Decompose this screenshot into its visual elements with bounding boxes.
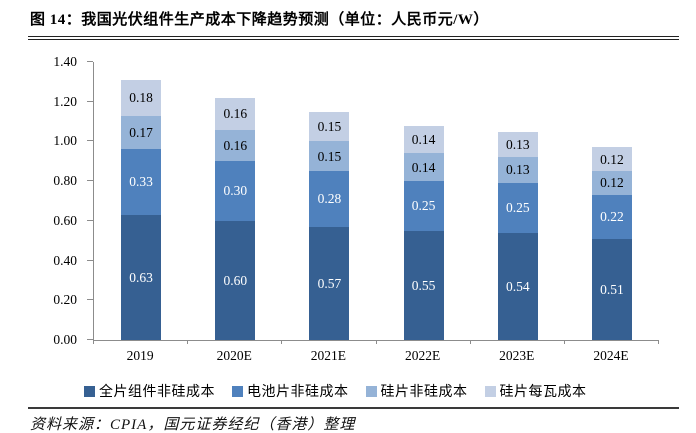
bar-segment: 0.17: [121, 115, 162, 150]
x-axis-labels: 2019 2020E 2021E 2022E 2023E 2024E: [93, 348, 658, 364]
x-axis-tick: [658, 340, 659, 344]
stacked-bar: 0.54 0.25 0.13 0.13: [497, 131, 538, 340]
stacked-bar: 0.51 0.22 0.12 0.12: [591, 147, 632, 340]
y-axis-tick-label: 0.60: [53, 212, 77, 228]
bar-segment: 0.14: [403, 153, 444, 182]
x-axis-category-label: 2024E: [593, 348, 629, 363]
y-axis-tick: [87, 100, 93, 102]
figure-title: 图 14：我国光伏组件生产成本下降趋势预测（单位：人民币元/W）: [30, 12, 489, 28]
x-axis-tick: [187, 340, 188, 344]
x-axis-category-label: 2022E: [404, 348, 441, 363]
stacked-bar: 0.55 0.25 0.14 0.14: [403, 125, 444, 340]
legend-label: 电池片非硅成本: [247, 385, 349, 400]
x-axis-tick: [376, 340, 377, 344]
category-cell: 0.55 0.25 0.14 0.14: [377, 62, 471, 340]
y-axis-tick-label: 1.40: [53, 54, 77, 69]
bar-segment: 0.13: [497, 131, 538, 158]
legend-swatch-icon: [84, 385, 95, 397]
x-axis-tick: [281, 340, 282, 344]
bar-segment: 0.22: [591, 195, 632, 239]
y-axis-tick-label: 1.20: [53, 93, 77, 109]
bar-segment: 0.12: [591, 147, 632, 172]
legend-swatch-icon: [484, 385, 496, 397]
bar-segment: 0.28: [309, 171, 350, 227]
y-axis-tick: [87, 219, 93, 221]
x-axis-tick: [93, 340, 94, 344]
source-note: 资料来源：CPIA，国元证券经纪（香港）整理: [30, 417, 356, 433]
y-axis-tick-label: 0.20: [53, 292, 77, 308]
bar-segment: 0.30: [215, 161, 256, 221]
category-cell: 0.57 0.28 0.15 0.15: [282, 62, 376, 340]
y-axis-tick: [87, 180, 93, 182]
legend-label: 硅片非硅成本: [380, 385, 468, 400]
x-axis-category-label: 2019: [126, 348, 154, 363]
bar-segment: 0.12: [591, 171, 632, 196]
bar-segment: 0.55: [403, 230, 444, 340]
y-axis-tick: [87, 339, 93, 340]
legend-swatch-icon: [365, 385, 377, 397]
legend-item: 硅片每瓦成本: [484, 381, 587, 401]
x-axis-ticks: [93, 340, 659, 345]
y-axis-tick: [87, 140, 93, 142]
legend-item: 硅片非硅成本: [365, 381, 468, 401]
bar-segment: 0.18: [121, 79, 162, 116]
bar-segment: 0.57: [309, 226, 350, 340]
bar-segment: 0.33: [121, 149, 162, 215]
footer-divider: [28, 407, 679, 409]
legend-swatch-icon: [232, 385, 243, 397]
y-axis-tick: [87, 61, 93, 62]
y-axis-tick-label: 0.00: [53, 332, 77, 347]
legend-label: 硅片每瓦成本: [499, 385, 587, 400]
x-axis-category-label: 2023E: [499, 348, 535, 363]
bar-segment: 0.15: [309, 111, 350, 142]
legend-item: 电池片非硅成本: [232, 381, 349, 401]
x-axis-tick: [564, 340, 565, 344]
x-axis-category-label: 2020E: [216, 348, 252, 363]
bar-segment: 0.25: [497, 183, 538, 233]
bar-segment: 0.60: [215, 220, 256, 340]
bar-segment: 0.25: [403, 181, 444, 231]
y-axis-tick-label: 0.40: [53, 252, 77, 268]
y-axis-tick: [87, 299, 93, 301]
stacked-bar: 0.57 0.28 0.15 0.15: [309, 111, 350, 340]
stacked-bar: 0.60 0.30 0.16 0.16: [215, 97, 256, 340]
legend-label: 全片组件非硅成本: [99, 385, 215, 400]
bar-segment: 0.54: [497, 232, 538, 340]
stacked-bar: 0.63 0.33 0.17 0.18: [121, 79, 162, 340]
bar-segment: 0.13: [497, 157, 538, 184]
bar-segment: 0.16: [215, 97, 256, 130]
bar-segment: 0.51: [591, 238, 632, 340]
x-axis-tick: [470, 340, 471, 344]
y-axis-tick-label: 0.80: [53, 173, 77, 189]
chart-legend: 全片组件非硅成本 电池片非硅成本 硅片非硅成本 硅片每瓦成本: [84, 381, 587, 401]
legend-item: 全片组件非硅成本: [84, 381, 215, 401]
x-axis-category-label: 2021E: [310, 348, 347, 363]
category-cell: 0.51 0.22 0.12 0.12: [565, 62, 659, 340]
title-divider: [28, 36, 679, 40]
bar-segment: 0.15: [309, 141, 350, 172]
plot-area: 0.63 0.33 0.17 0.18 0.60 0.30 0.16 0.16 0.57 0.28…: [93, 62, 659, 341]
y-axis-tick: [87, 259, 93, 261]
y-axis-tick-label: 1.00: [53, 133, 77, 149]
bar-segment: 0.63: [121, 214, 162, 340]
category-cell: 0.63 0.33 0.17 0.18: [94, 62, 188, 340]
category-cell: 0.54 0.25 0.13 0.13: [471, 62, 565, 340]
category-cell: 0.60 0.30 0.16 0.16: [188, 62, 282, 340]
y-axis: 0.00 0.20 0.40 0.60 0.80 1.00 1.20 1.40: [0, 55, 93, 347]
bar-segment: 0.16: [215, 129, 256, 162]
bar-segment: 0.14: [403, 125, 444, 154]
